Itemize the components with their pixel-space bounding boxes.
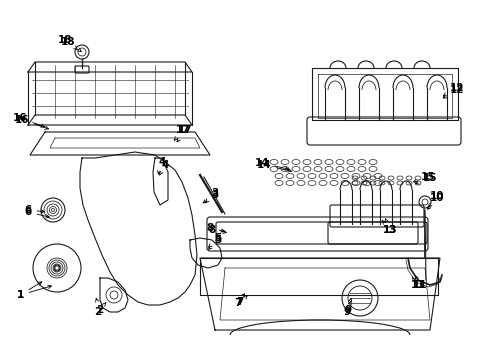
Text: 17: 17 [174, 125, 190, 140]
Text: 9: 9 [343, 301, 350, 317]
Text: 7: 7 [234, 294, 244, 308]
Text: 11: 11 [410, 277, 425, 290]
Text: 4: 4 [159, 160, 168, 175]
Text: 1: 1 [16, 285, 51, 300]
Text: 15: 15 [413, 172, 434, 183]
Text: 15: 15 [415, 173, 436, 184]
Text: 3: 3 [203, 190, 218, 203]
Text: 17: 17 [177, 125, 192, 142]
Text: 5: 5 [208, 233, 221, 247]
Text: 13: 13 [382, 219, 396, 235]
Text: 4: 4 [157, 157, 165, 174]
Text: 3: 3 [205, 188, 218, 202]
Text: 8: 8 [208, 225, 226, 235]
Text: 18: 18 [61, 37, 81, 51]
Text: 16: 16 [15, 115, 48, 129]
Text: 16: 16 [13, 113, 44, 127]
Text: 14: 14 [254, 158, 288, 170]
Text: 10: 10 [427, 193, 443, 209]
Text: 10: 10 [427, 191, 443, 207]
Text: 13: 13 [381, 220, 396, 235]
Text: 6: 6 [24, 207, 49, 218]
Text: 18: 18 [58, 35, 77, 50]
Text: 12: 12 [442, 85, 463, 98]
Text: 5: 5 [208, 235, 221, 249]
Text: 6: 6 [24, 205, 44, 215]
Text: 7: 7 [236, 296, 247, 307]
Text: 11: 11 [412, 276, 427, 290]
Text: 1: 1 [16, 282, 42, 300]
Text: 2: 2 [96, 298, 103, 315]
Text: 9: 9 [344, 298, 351, 315]
Text: 12: 12 [442, 83, 463, 96]
Text: 2: 2 [94, 302, 106, 317]
Text: 14: 14 [256, 160, 291, 172]
Text: 8: 8 [206, 223, 224, 233]
